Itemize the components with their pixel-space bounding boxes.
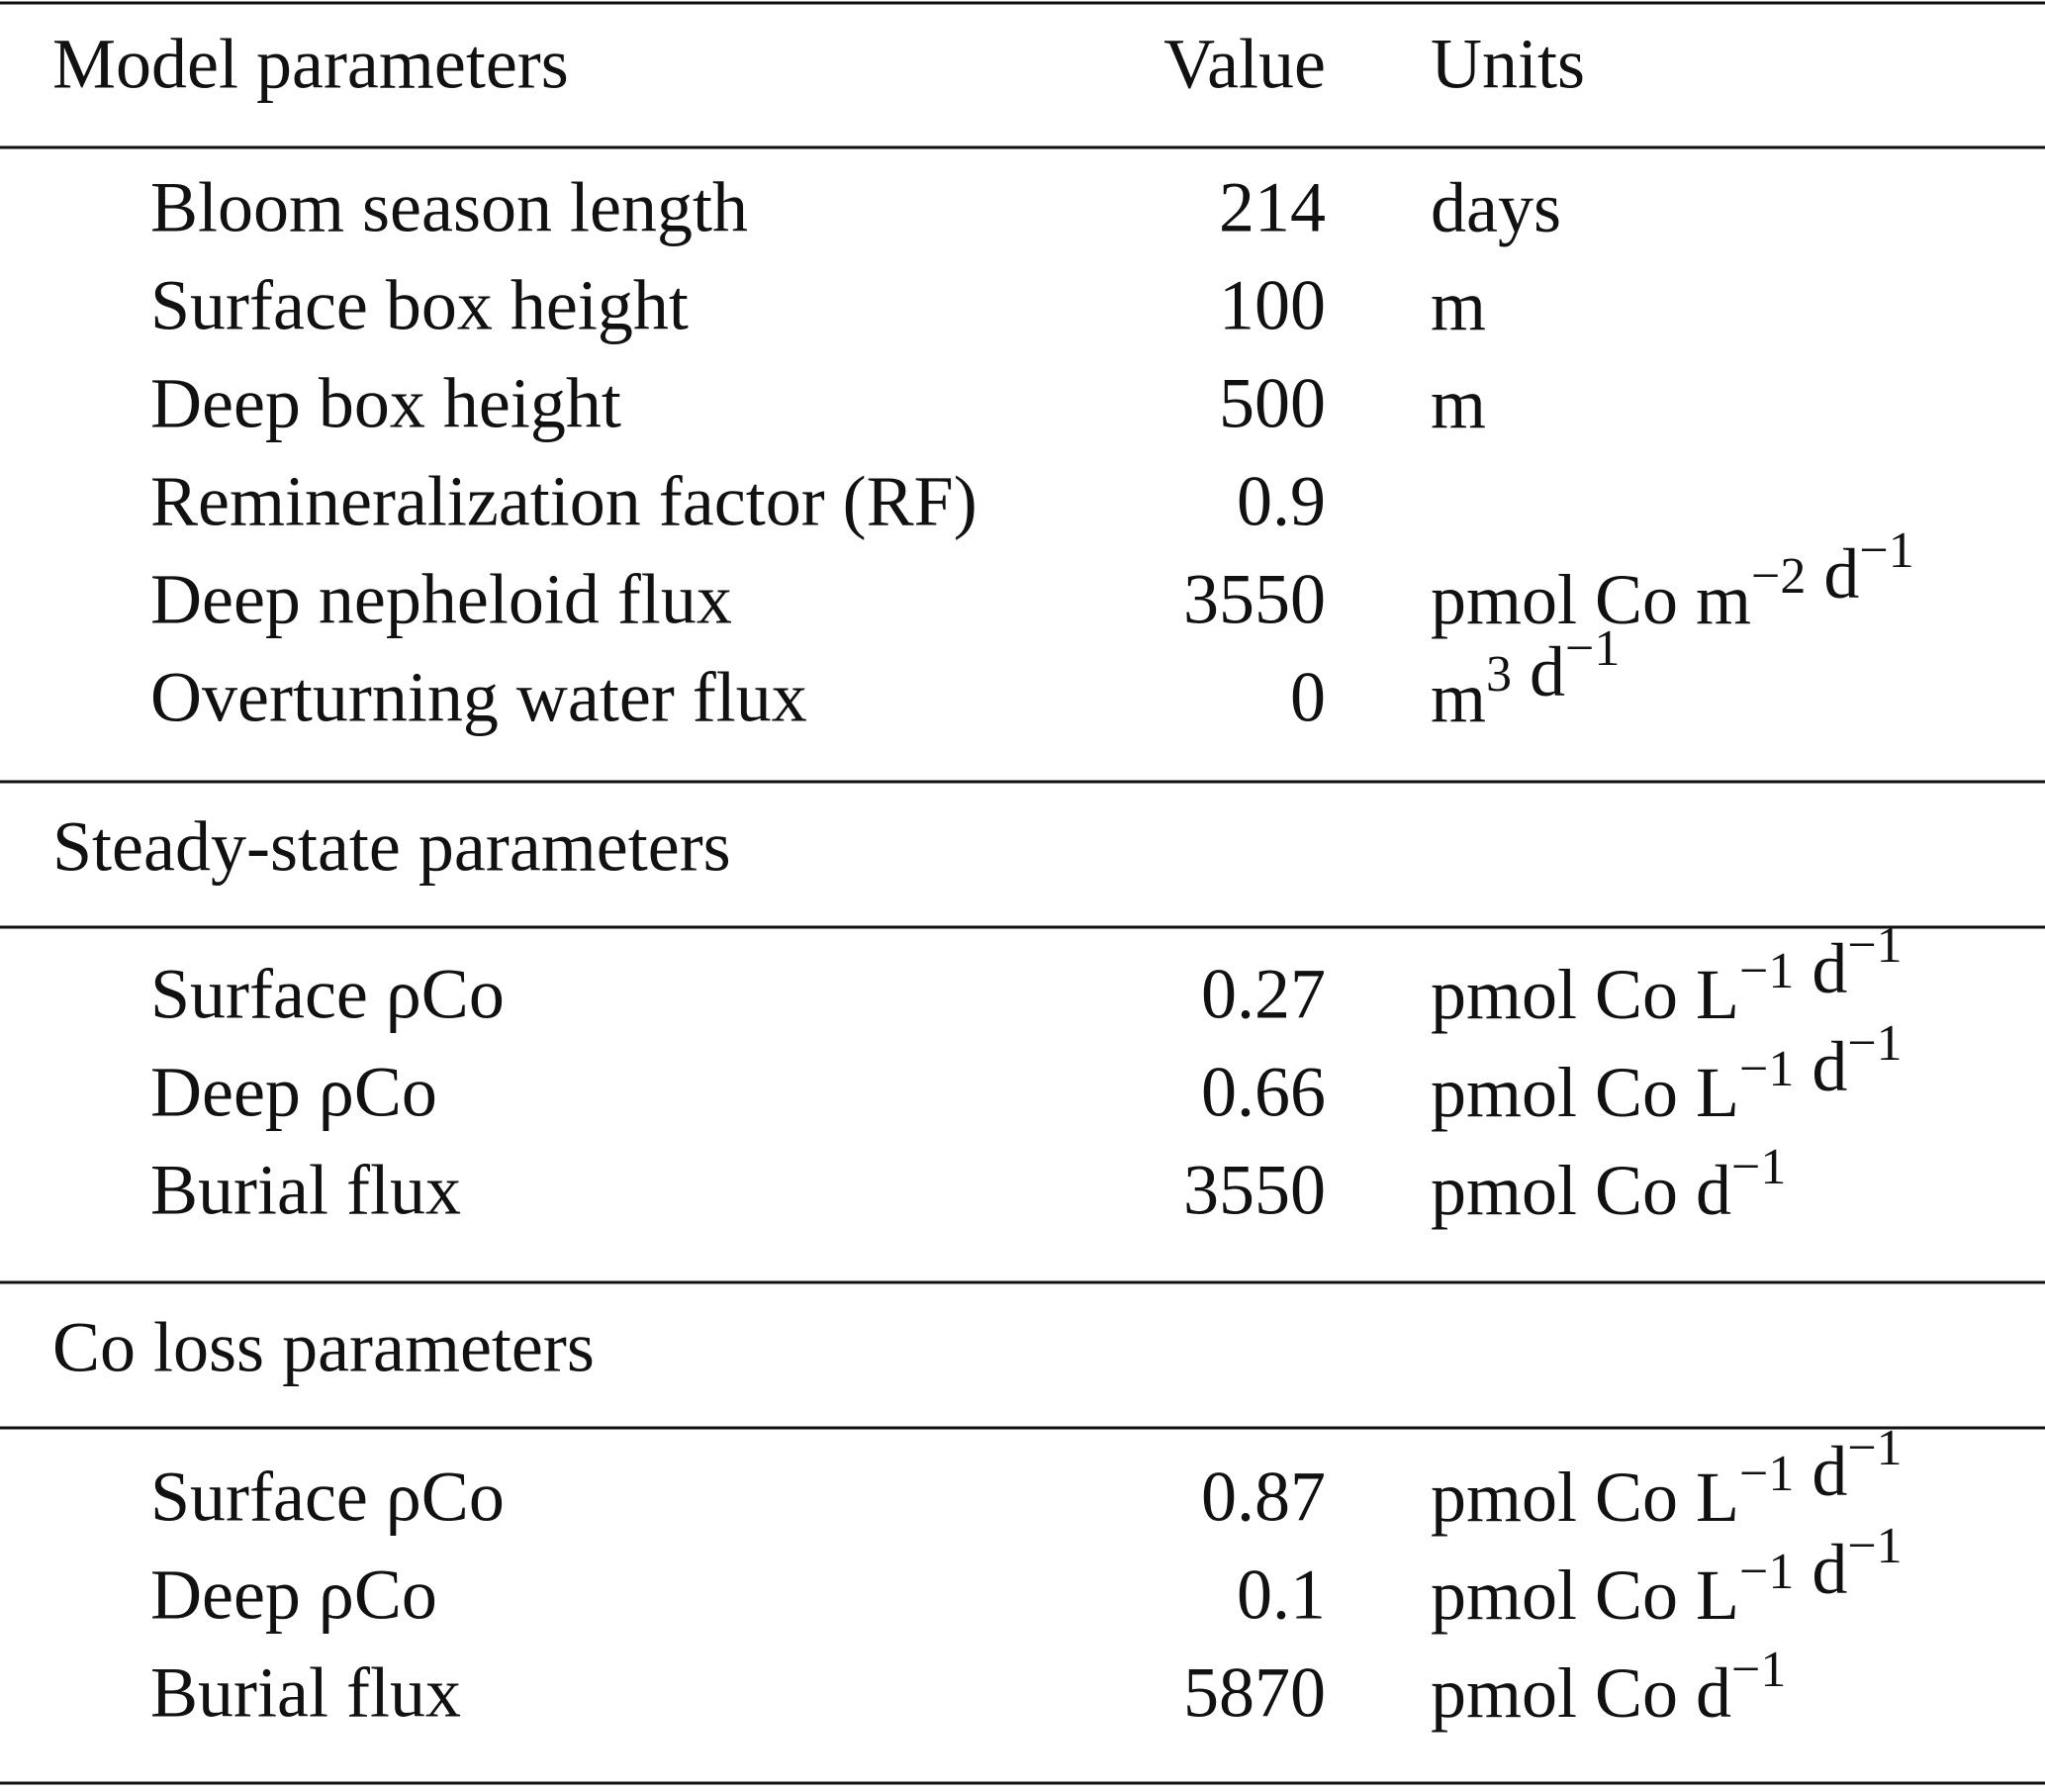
row-label: Surface ρCo (150, 1458, 505, 1537)
row-units: pmol Co d−1 (1431, 1139, 1786, 1230)
unit-superscript: −1 (1739, 1446, 1794, 1502)
header-parameter: Model parameters (52, 25, 569, 104)
row-value: 500 (1219, 364, 1326, 443)
row-units: m (1431, 266, 1486, 345)
row-value: 3550 (1183, 560, 1326, 639)
row-label: Remineralization factor (RF) (150, 462, 977, 541)
row-label: Bloom season length (150, 168, 748, 247)
unit-superscript: −1 (1859, 522, 1913, 579)
row-units: pmol Co L−1 d−1 (1431, 917, 1903, 1034)
unit-superscript: 3 (1486, 646, 1512, 703)
unit-superscript: −1 (1565, 620, 1620, 677)
unit-superscript: −1 (1847, 1518, 1902, 1574)
row-value: 100 (1219, 266, 1326, 345)
header-units: Units (1431, 25, 1585, 104)
unit-text: d (1806, 534, 1859, 613)
unit-text: d (1794, 1027, 1847, 1106)
row-value: 0.9 (1237, 462, 1326, 541)
unit-superscript: −1 (1739, 1544, 1794, 1600)
unit-superscript: −1 (1847, 1420, 1902, 1476)
section-title: Steady-state parameters (52, 807, 731, 887)
row-label: Surface ρCo (150, 955, 505, 1034)
unit-superscript: −1 (1731, 1139, 1786, 1195)
unit-superscript: −1 (1739, 943, 1794, 999)
row-label: Deep ρCo (150, 1053, 437, 1132)
row-value: 0 (1290, 658, 1326, 737)
row-label: Deep nepheloid flux (150, 560, 732, 639)
header-value: Value (1163, 25, 1326, 104)
row-label: Deep ρCo (150, 1556, 437, 1635)
unit-text: days (1431, 168, 1561, 247)
row-units: m3 d−1 (1431, 620, 1620, 737)
unit-text: pmol Co L (1431, 955, 1739, 1034)
unit-text: pmol Co L (1431, 1458, 1739, 1537)
unit-text: d (1794, 1432, 1847, 1511)
unit-text: pmol Co L (1431, 1556, 1739, 1635)
row-label: Deep box height (150, 364, 621, 443)
row-units: pmol Co L−1 d−1 (1431, 1518, 1903, 1635)
row-units: pmol Co d−1 (1431, 1642, 1786, 1733)
unit-text: pmol Co d (1431, 1653, 1731, 1733)
row-label: Burial flux (150, 1653, 461, 1733)
row-units: pmol Co m−2 d−1 (1431, 522, 1914, 639)
section-title: Co loss parameters (52, 1308, 595, 1387)
unit-superscript: −1 (1847, 1015, 1902, 1072)
unit-text: m (1431, 364, 1486, 443)
unit-superscript: −1 (1731, 1642, 1786, 1698)
row-value: 0.1 (1237, 1556, 1326, 1635)
row-value: 0.87 (1201, 1458, 1326, 1537)
row-value: 0.27 (1201, 955, 1326, 1034)
unit-superscript: −2 (1751, 548, 1806, 605)
unit-text: pmol Co L (1431, 1053, 1739, 1132)
unit-text: m (1431, 266, 1486, 345)
row-units: days (1431, 168, 1561, 247)
row-value: 214 (1219, 168, 1326, 247)
unit-superscript: −1 (1739, 1041, 1794, 1097)
unit-text: d (1794, 929, 1847, 1008)
row-value: 0.66 (1201, 1053, 1326, 1132)
row-label: Burial flux (150, 1151, 461, 1230)
unit-superscript: −1 (1847, 917, 1902, 974)
unit-text: d (1794, 1530, 1847, 1609)
row-value: 5870 (1183, 1653, 1326, 1733)
row-units: pmol Co L−1 d−1 (1431, 1015, 1903, 1132)
row-label: Surface box height (150, 266, 689, 345)
unit-text: pmol Co m (1431, 560, 1751, 639)
row-units: pmol Co L−1 d−1 (1431, 1420, 1903, 1537)
unit-text: pmol Co d (1431, 1151, 1731, 1230)
unit-text: d (1512, 632, 1565, 711)
row-units: m (1431, 364, 1486, 443)
row-label: Overturning water flux (150, 658, 807, 737)
row-value: 3550 (1183, 1151, 1326, 1230)
unit-text: m (1431, 658, 1486, 737)
